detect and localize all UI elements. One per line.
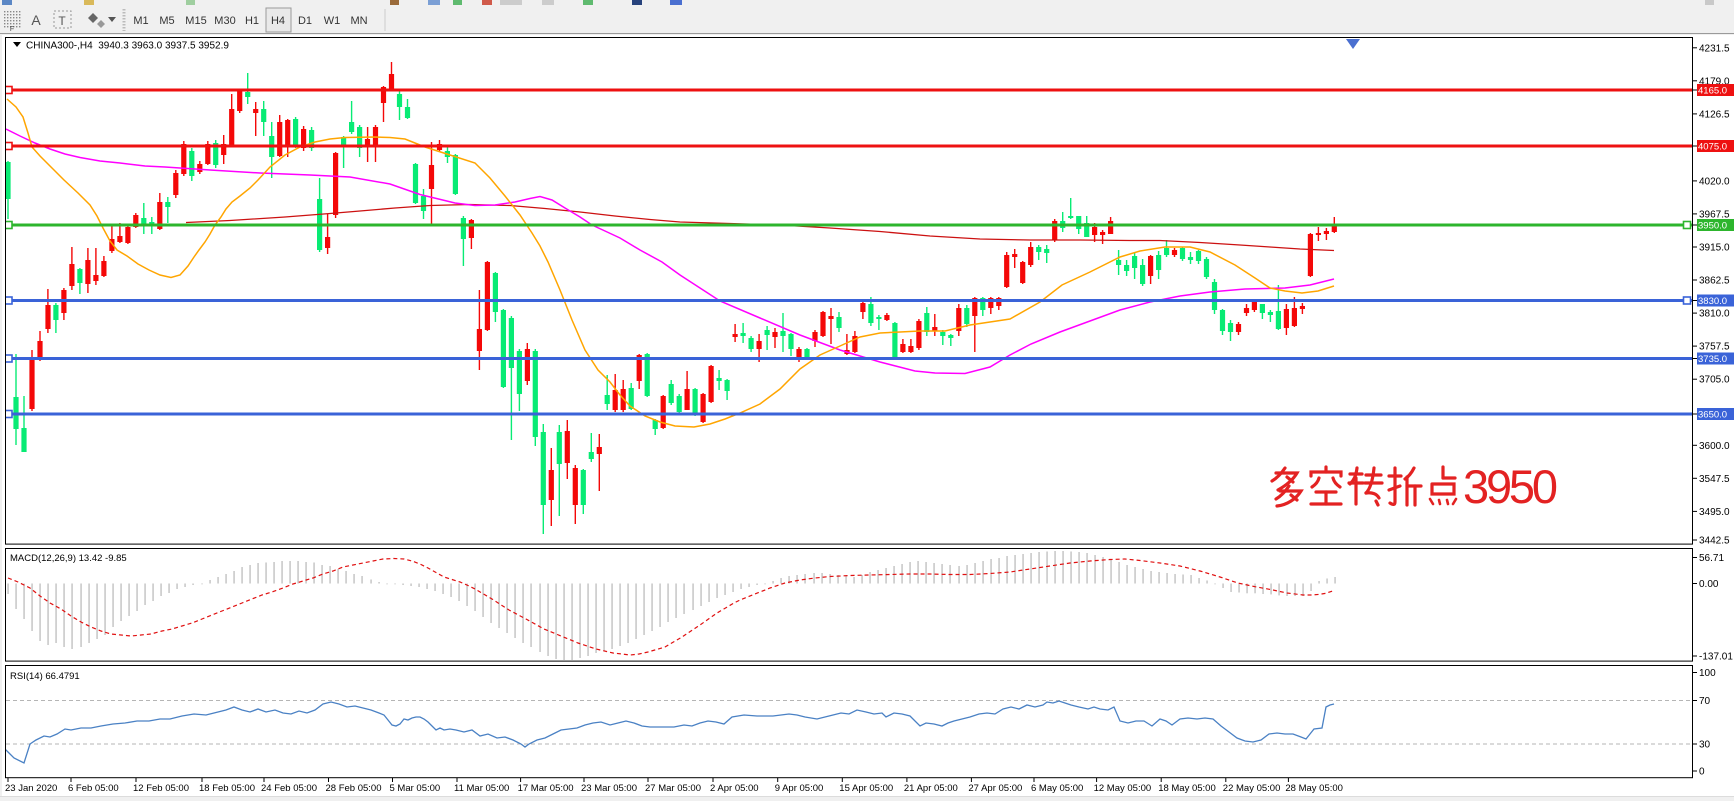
svg-text:17 Mar 05:00: 17 Mar 05:00	[518, 783, 574, 794]
svg-text:12 May 05:00: 12 May 05:00	[1094, 783, 1152, 794]
svg-text:3950: 3950	[1463, 460, 1558, 513]
svg-text:F: F	[10, 26, 14, 33]
svg-text:9 Apr 05:00: 9 Apr 05:00	[775, 783, 824, 794]
svg-text:3735.0: 3735.0	[1698, 354, 1727, 365]
svg-text:A: A	[31, 12, 41, 28]
svg-text:3967.5: 3967.5	[1699, 209, 1730, 220]
svg-text:3757.5: 3757.5	[1699, 342, 1730, 353]
svg-text:23 Jan 2020: 23 Jan 2020	[5, 783, 57, 794]
svg-text:3830.0: 3830.0	[1698, 296, 1727, 307]
svg-text:4126.5: 4126.5	[1699, 109, 1730, 120]
svg-text:-137.01: -137.01	[1699, 652, 1733, 663]
svg-text:3705.0: 3705.0	[1699, 375, 1730, 386]
svg-text:11 Mar 05:00: 11 Mar 05:00	[454, 783, 509, 794]
svg-text:15 Apr 05:00: 15 Apr 05:00	[839, 783, 893, 794]
svg-text:3495.0: 3495.0	[1699, 507, 1730, 518]
svg-text:MACD(12,26,9) 13.42 -9.85: MACD(12,26,9) 13.42 -9.85	[10, 553, 127, 564]
svg-text:23 Mar 05:00: 23 Mar 05:00	[581, 783, 637, 794]
svg-text:56.71: 56.71	[1699, 553, 1724, 564]
svg-text:W1: W1	[324, 15, 341, 27]
svg-text:M30: M30	[214, 15, 235, 27]
svg-text:28 Feb 05:00: 28 Feb 05:00	[326, 783, 382, 794]
svg-text:6 Feb 05:00: 6 Feb 05:00	[68, 783, 119, 794]
svg-text:3547.5: 3547.5	[1699, 474, 1730, 485]
svg-text:70: 70	[1699, 696, 1711, 707]
svg-text:4075.0: 4075.0	[1698, 142, 1727, 153]
svg-text:CHINA300-,H4 3940.3 3963.0 39: CHINA300-,H4 3940.3 3963.0 3937.5 3952.9	[26, 41, 229, 52]
svg-text:MN: MN	[350, 15, 367, 27]
svg-text:3950.0: 3950.0	[1698, 221, 1727, 232]
svg-text:3442.5: 3442.5	[1699, 536, 1730, 547]
svg-text:4231.5: 4231.5	[1699, 43, 1730, 54]
svg-text:3600.0: 3600.0	[1699, 441, 1730, 452]
svg-text:0.00: 0.00	[1699, 579, 1719, 590]
svg-text:H1: H1	[245, 15, 259, 27]
svg-text:2 Apr 05:00: 2 Apr 05:00	[710, 783, 759, 794]
svg-text:4165.0: 4165.0	[1698, 86, 1727, 97]
svg-text:3915.0: 3915.0	[1699, 243, 1730, 254]
svg-text:22 May 05:00: 22 May 05:00	[1223, 783, 1281, 794]
svg-text:27 Mar 05:00: 27 Mar 05:00	[645, 783, 701, 794]
svg-text:H4: H4	[271, 15, 285, 27]
svg-text:12 Feb 05:00: 12 Feb 05:00	[133, 783, 189, 794]
svg-text:T: T	[58, 14, 66, 28]
svg-text:5 Mar 05:00: 5 Mar 05:00	[390, 783, 441, 794]
svg-text:M5: M5	[159, 15, 174, 27]
svg-text:M15: M15	[185, 15, 206, 27]
svg-text:100: 100	[1699, 668, 1716, 679]
svg-text:M1: M1	[133, 15, 148, 27]
svg-text:RSI(14) 66.4791: RSI(14) 66.4791	[10, 671, 80, 682]
svg-text:3650.0: 3650.0	[1698, 410, 1727, 421]
svg-text:3862.5: 3862.5	[1699, 276, 1730, 287]
svg-text:4020.0: 4020.0	[1699, 176, 1730, 187]
svg-text:0: 0	[1699, 767, 1705, 778]
svg-text:3810.0: 3810.0	[1699, 309, 1730, 320]
svg-text:4179.0: 4179.0	[1699, 76, 1730, 87]
svg-text:18 May 05:00: 18 May 05:00	[1158, 783, 1216, 794]
svg-text:30: 30	[1699, 740, 1711, 751]
svg-text:27 Apr 05:00: 27 Apr 05:00	[968, 783, 1022, 794]
svg-text:24 Feb 05:00: 24 Feb 05:00	[261, 783, 317, 794]
svg-text:28 May 05:00: 28 May 05:00	[1285, 783, 1343, 794]
svg-text:D1: D1	[298, 15, 312, 27]
svg-text:6 May 05:00: 6 May 05:00	[1031, 783, 1083, 794]
svg-text:18 Feb 05:00: 18 Feb 05:00	[199, 783, 255, 794]
svg-text:21 Apr 05:00: 21 Apr 05:00	[904, 783, 958, 794]
